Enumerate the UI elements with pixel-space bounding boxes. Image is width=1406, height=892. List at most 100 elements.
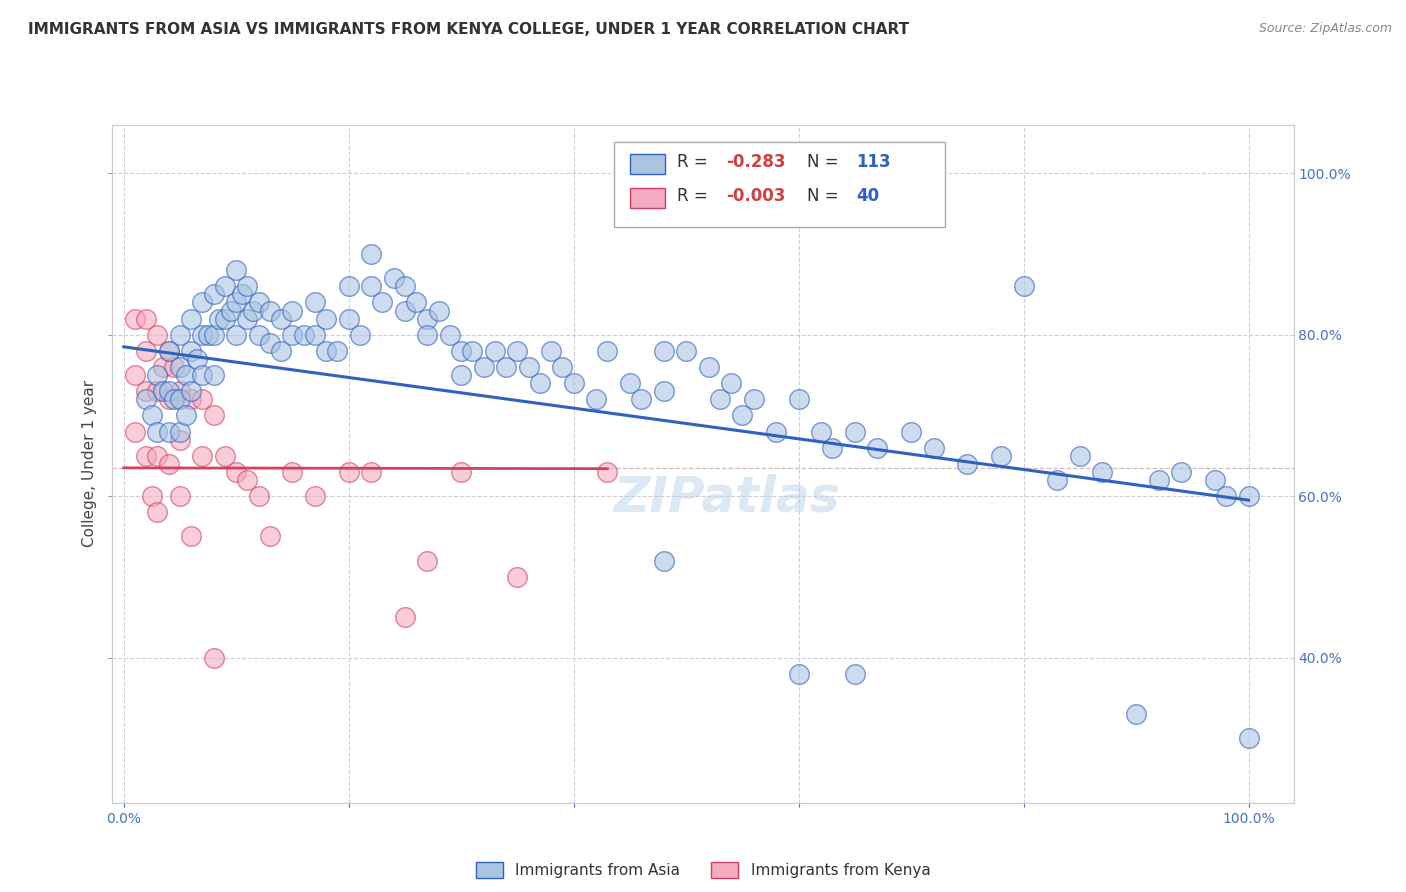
Point (135, 343, 157, 358)
Point (416, 311, 439, 326)
Point (281, 465, 304, 479)
Text: 40: 40 (856, 187, 880, 205)
Point (304, 295, 326, 310)
Point (427, 303, 450, 318)
Point (371, 295, 394, 310)
Point (315, 311, 337, 326)
Text: N =: N = (807, 153, 844, 171)
Point (360, 465, 382, 479)
Point (596, 465, 619, 479)
Point (562, 376, 585, 391)
Point (169, 359, 191, 374)
Point (787, 666, 810, 681)
Point (304, 489, 326, 503)
Point (174, 368, 197, 382)
Bar (630, 187, 665, 208)
Point (225, 327, 247, 342)
Point (416, 327, 439, 342)
Point (180, 529, 202, 543)
Point (124, 425, 146, 439)
Point (197, 327, 219, 342)
Point (551, 359, 574, 374)
Point (956, 457, 979, 471)
Point (765, 425, 787, 439)
Point (844, 425, 866, 439)
Point (450, 465, 472, 479)
Text: Source: ZipAtlas.com: Source: ZipAtlas.com (1258, 22, 1392, 36)
Point (169, 392, 191, 407)
Point (337, 311, 360, 326)
Point (461, 343, 484, 358)
Point (270, 343, 292, 358)
Point (169, 433, 191, 447)
Point (270, 311, 292, 326)
Point (146, 384, 169, 399)
Text: N =: N = (807, 187, 844, 205)
FancyBboxPatch shape (614, 142, 945, 227)
Point (810, 425, 832, 439)
Point (259, 303, 281, 318)
Point (360, 247, 382, 261)
Point (1069, 449, 1091, 463)
Point (202, 327, 225, 342)
Point (1215, 489, 1237, 503)
Text: IMMIGRANTS FROM ASIA VS IMMIGRANTS FROM KENYA COLLEGE, UNDER 1 YEAR CORRELATION : IMMIGRANTS FROM ASIA VS IMMIGRANTS FROM … (28, 22, 910, 37)
Point (146, 368, 169, 382)
Point (157, 392, 180, 407)
Point (337, 465, 360, 479)
Point (394, 303, 416, 318)
Point (225, 465, 247, 479)
Text: R =: R = (678, 187, 713, 205)
Point (1147, 473, 1170, 487)
Bar (630, 153, 665, 174)
Point (787, 392, 810, 407)
Point (163, 392, 186, 407)
Point (1170, 465, 1192, 479)
Point (304, 327, 326, 342)
Point (157, 457, 180, 471)
Point (174, 409, 197, 423)
Point (169, 384, 191, 399)
Point (652, 554, 675, 568)
Point (225, 263, 247, 277)
Point (1237, 489, 1260, 503)
Point (652, 384, 675, 399)
Point (152, 384, 174, 399)
Point (1012, 279, 1035, 293)
Text: -0.003: -0.003 (727, 187, 786, 205)
Point (157, 384, 180, 399)
Point (619, 376, 641, 391)
Point (900, 425, 922, 439)
Point (821, 441, 844, 455)
Point (169, 489, 191, 503)
Point (157, 343, 180, 358)
Point (202, 409, 225, 423)
Point (191, 392, 214, 407)
Point (152, 359, 174, 374)
Point (405, 295, 427, 310)
Point (1237, 731, 1260, 746)
Point (135, 392, 157, 407)
Point (242, 303, 264, 318)
Point (236, 279, 259, 293)
Point (281, 327, 304, 342)
Point (416, 554, 439, 568)
Point (450, 343, 472, 358)
Point (472, 359, 495, 374)
Point (124, 311, 146, 326)
Point (157, 343, 180, 358)
Point (506, 343, 529, 358)
Point (202, 650, 225, 665)
Point (652, 343, 675, 358)
Point (1091, 465, 1114, 479)
Legend: Immigrants from Asia, Immigrants from Kenya: Immigrants from Asia, Immigrants from Ke… (470, 856, 936, 884)
Point (169, 327, 191, 342)
Point (141, 489, 163, 503)
Point (709, 392, 731, 407)
Point (208, 311, 231, 326)
Point (866, 441, 889, 455)
Point (202, 287, 225, 301)
Point (495, 359, 517, 374)
Point (360, 279, 382, 293)
Point (596, 343, 619, 358)
